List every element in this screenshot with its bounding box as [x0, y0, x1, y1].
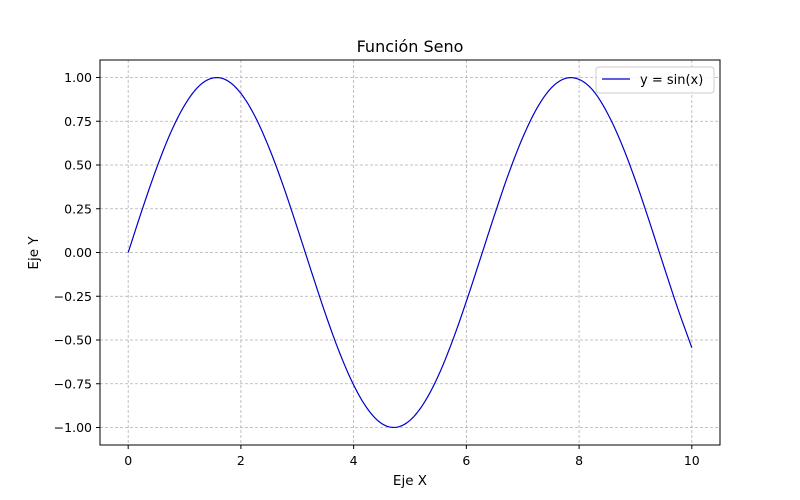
y-tick-label: −0.75 [54, 376, 92, 391]
x-tick-label: 2 [237, 453, 245, 468]
y-axis-label: Eje Y [26, 236, 42, 270]
series-line-0 [127, 76, 693, 429]
legend-label: y = sin(x) [640, 73, 703, 88]
x-tick-label: 10 [684, 453, 700, 468]
x-tick-label: 4 [350, 453, 358, 468]
chart-title: Función Seno [357, 37, 464, 56]
y-tick-label: 0.00 [64, 245, 92, 260]
x-axis-label: Eje X [393, 473, 427, 489]
ticks: 0 2 4 6 8 10 1.00 0.75 0.50 0.25 0.00 −0.25 −0.50 −0.… [54, 70, 700, 468]
y-tick-label: 0.75 [64, 114, 92, 129]
y-tick-label: −1.00 [54, 420, 92, 435]
series-layer [127, 76, 693, 429]
x-tick-label: 0 [124, 453, 132, 468]
y-tick-label: 0.50 [64, 158, 92, 173]
x-tick-label: 6 [462, 453, 470, 468]
y-tick-label: 1.00 [64, 70, 92, 85]
y-tick-label: −0.50 [54, 333, 92, 348]
legend: y = sin(x) [595, 66, 715, 94]
grid [100, 60, 720, 445]
y-tick-label: 0.25 [64, 201, 92, 216]
legend-box [595, 66, 715, 94]
x-tick-label: 8 [575, 453, 583, 468]
y-tick-label: −0.25 [54, 289, 92, 304]
